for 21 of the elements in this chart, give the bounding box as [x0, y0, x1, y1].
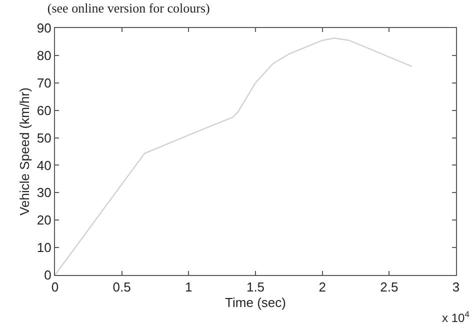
- x-tick-label: 1.5: [246, 280, 265, 295]
- x-tick-label: 2.5: [380, 280, 398, 295]
- y-tick-label: 20: [36, 212, 52, 228]
- y-tick-label: 90: [36, 20, 52, 36]
- y-axis-title: Vehicle Speed (km/hr): [16, 88, 32, 216]
- y-tick-label: 0: [44, 268, 52, 283]
- x-tick-label: 0.5: [112, 280, 131, 295]
- y-tick-label: 30: [36, 185, 52, 200]
- x-tick-label: 1: [185, 280, 192, 295]
- x-axis-title: Time (sec): [225, 295, 286, 310]
- y-tick-label: 80: [36, 48, 52, 63]
- text: x 10$^{4}$: [442, 309, 470, 326]
- chart-title: (see online version for colours): [47, 0, 210, 16]
- line-series: [55, 38, 412, 275]
- y-tick-label: 50: [36, 130, 52, 146]
- x-tick-label: 3: [452, 280, 460, 295]
- y-tick-label: 60: [36, 102, 52, 118]
- y-tick-label: 70: [36, 75, 52, 90]
- y-tick-label: 40: [36, 158, 52, 173]
- x-tick-label: 2: [318, 280, 326, 295]
- y-tick-label: 10: [36, 240, 52, 256]
